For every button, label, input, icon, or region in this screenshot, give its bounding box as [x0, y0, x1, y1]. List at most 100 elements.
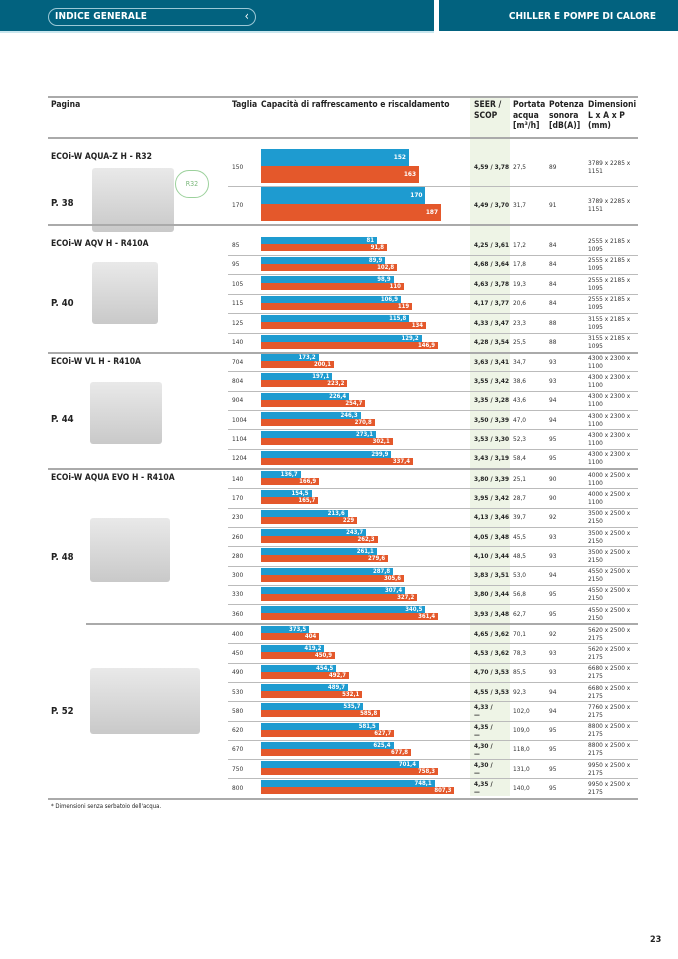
sound-cell: 91 [549, 201, 557, 209]
sound-cell: 93 [549, 532, 557, 541]
sound-cell: 84 [549, 279, 557, 288]
heating-bar: 102,8 [261, 263, 398, 271]
heating-value: 758,3 [417, 768, 436, 776]
cooling-bar: 581,5 [261, 722, 379, 730]
heating-bar: 302,1 [261, 438, 393, 446]
heating-value: 404 [305, 633, 317, 640]
cooling-bar: 454,5 [261, 664, 337, 672]
size-cell: 230 [232, 513, 244, 522]
dimensions-cell: 4550 x 2500 x 2150 [588, 586, 630, 602]
dimensions-cell: 8800 x 2500 x 2175 [588, 741, 630, 757]
dimensions-line: 3500 x 2500 x [588, 528, 631, 537]
seer-cell: 4,35 /— [474, 780, 493, 797]
dimensions-line: 1151 [588, 205, 603, 213]
dimensions-line: 1095 [588, 264, 603, 273]
sound-cell: 90 [549, 474, 557, 483]
cooling-value: 152 [393, 153, 406, 161]
size-cell: 170 [232, 201, 244, 209]
dimensions-line: 4300 x 2300 x [588, 411, 631, 420]
dimensions-line: 1095 [588, 322, 603, 331]
page-ref: P. 52 [51, 706, 74, 717]
col-header-potenza-l2: sonora [549, 110, 579, 121]
dimensions-line: 3155 x 2185 x [588, 314, 631, 323]
seer-cell: 4,63 / 3,78 [474, 279, 510, 288]
heating-bar: 91,8 [261, 244, 387, 251]
dimensions-line: 2175 [588, 633, 603, 642]
heating-bar: 532,1 [261, 690, 363, 698]
size-cell: 140 [232, 474, 244, 483]
flow-cell: 53,0 [513, 571, 527, 580]
cooling-bar: 373,5 [261, 626, 310, 633]
seer-cell: 4,33 /— [474, 703, 493, 720]
sound-cell: 88 [549, 338, 557, 347]
sound-cell: 94 [549, 571, 557, 580]
cooling-bar: 625,4 [261, 741, 394, 749]
size-cell: 1004 [232, 415, 247, 424]
cooling-value: 535,7 [343, 703, 361, 711]
cooling-bar: 307,4 [261, 586, 406, 594]
col-header-seer-l1: SEER / [474, 100, 502, 110]
size-cell: 125 [232, 318, 244, 327]
cooling-bar: 115,8 [261, 315, 410, 322]
sound-cell: 93 [549, 551, 557, 560]
dimensions-line: 2150 [588, 613, 603, 622]
seer-cell: 4,05 / 3,48 [474, 532, 510, 541]
table-header-rule [48, 137, 638, 139]
row-divider [228, 643, 638, 645]
row-divider [48, 224, 638, 226]
seer-cell: 4,49 / 3,70 [474, 201, 510, 209]
cooling-value: 89,9 [368, 256, 383, 264]
row-divider [228, 720, 638, 722]
size-cell: 300 [232, 571, 244, 580]
flow-cell: 45,5 [513, 532, 527, 541]
cooling-value: 173,2 [298, 354, 316, 361]
seer-cell: 3,55 / 3,42 [474, 376, 510, 385]
heating-value: 677,8 [390, 748, 409, 756]
dimensions-line: 9950 x 2500 x [588, 780, 631, 789]
flow-cell: 109,0 [513, 726, 530, 735]
heating-value: 302,1 [372, 438, 390, 446]
cooling-value: 197,1 [312, 373, 330, 381]
col-header-portata: Portata acqua [m³/h] [513, 100, 545, 132]
cooling-bar: 273,1 [261, 431, 377, 439]
dimensions-cell: 4300 x 2300 x 1100 [588, 373, 630, 389]
cooling-bar: 419,2 [261, 645, 325, 653]
sound-cell: 84 [549, 260, 557, 269]
dimensions-cell: 6680 x 2500 x 2175 [588, 664, 630, 680]
dimensions-line: 1151 [588, 167, 603, 175]
heating-value: 110 [389, 283, 401, 290]
dimensions-line: 2175 [588, 768, 603, 777]
index-nav-button[interactable]: INDICE GENERALE ‹ [48, 8, 256, 26]
cooling-value: 81 [366, 237, 374, 244]
row-divider [228, 488, 638, 490]
dimensions-line: 1100 [588, 478, 603, 487]
product-image [92, 168, 174, 232]
dimensions-cell: 6680 x 2500 x 2175 [588, 684, 630, 700]
flow-cell: 17,2 [513, 240, 527, 249]
cooling-bar: 89,9 [261, 256, 386, 264]
header-divider [434, 0, 439, 31]
heating-bar: 166,9 [261, 478, 320, 485]
dimensions-line: 2150 [588, 575, 603, 584]
size-cell: 115 [232, 299, 244, 308]
heating-value: 91,8 [370, 244, 384, 251]
size-cell: 490 [232, 668, 244, 677]
dimensions-line: 9950 x 2500 x [588, 760, 631, 769]
heating-value: 807,3 [434, 787, 452, 795]
heating-value: 187 [425, 208, 439, 216]
dimensions-cell: 4550 x 2500 x 2150 [588, 606, 630, 622]
heating-value: 119 [397, 302, 410, 310]
heating-bar: 585,8 [261, 710, 381, 718]
dimensions-cell: 4300 x 2300 x 1100 [588, 412, 630, 428]
heating-bar: 361,4 [261, 613, 439, 621]
col-header-seer: SEER / SCOP [474, 100, 501, 121]
dimensions-line: 4000 x 2500 x [588, 489, 631, 498]
row-divider [48, 467, 638, 470]
heating-value: 262,3 [357, 535, 375, 543]
col-header-portata-l1: Portata [513, 100, 546, 110]
dimensions-line: 1100 [588, 361, 603, 370]
dimensions-line: 2150 [588, 536, 603, 545]
heating-value: 327,2 [397, 593, 415, 601]
cooling-bar: 152 [261, 149, 409, 166]
heating-bar: 163 [261, 166, 420, 183]
